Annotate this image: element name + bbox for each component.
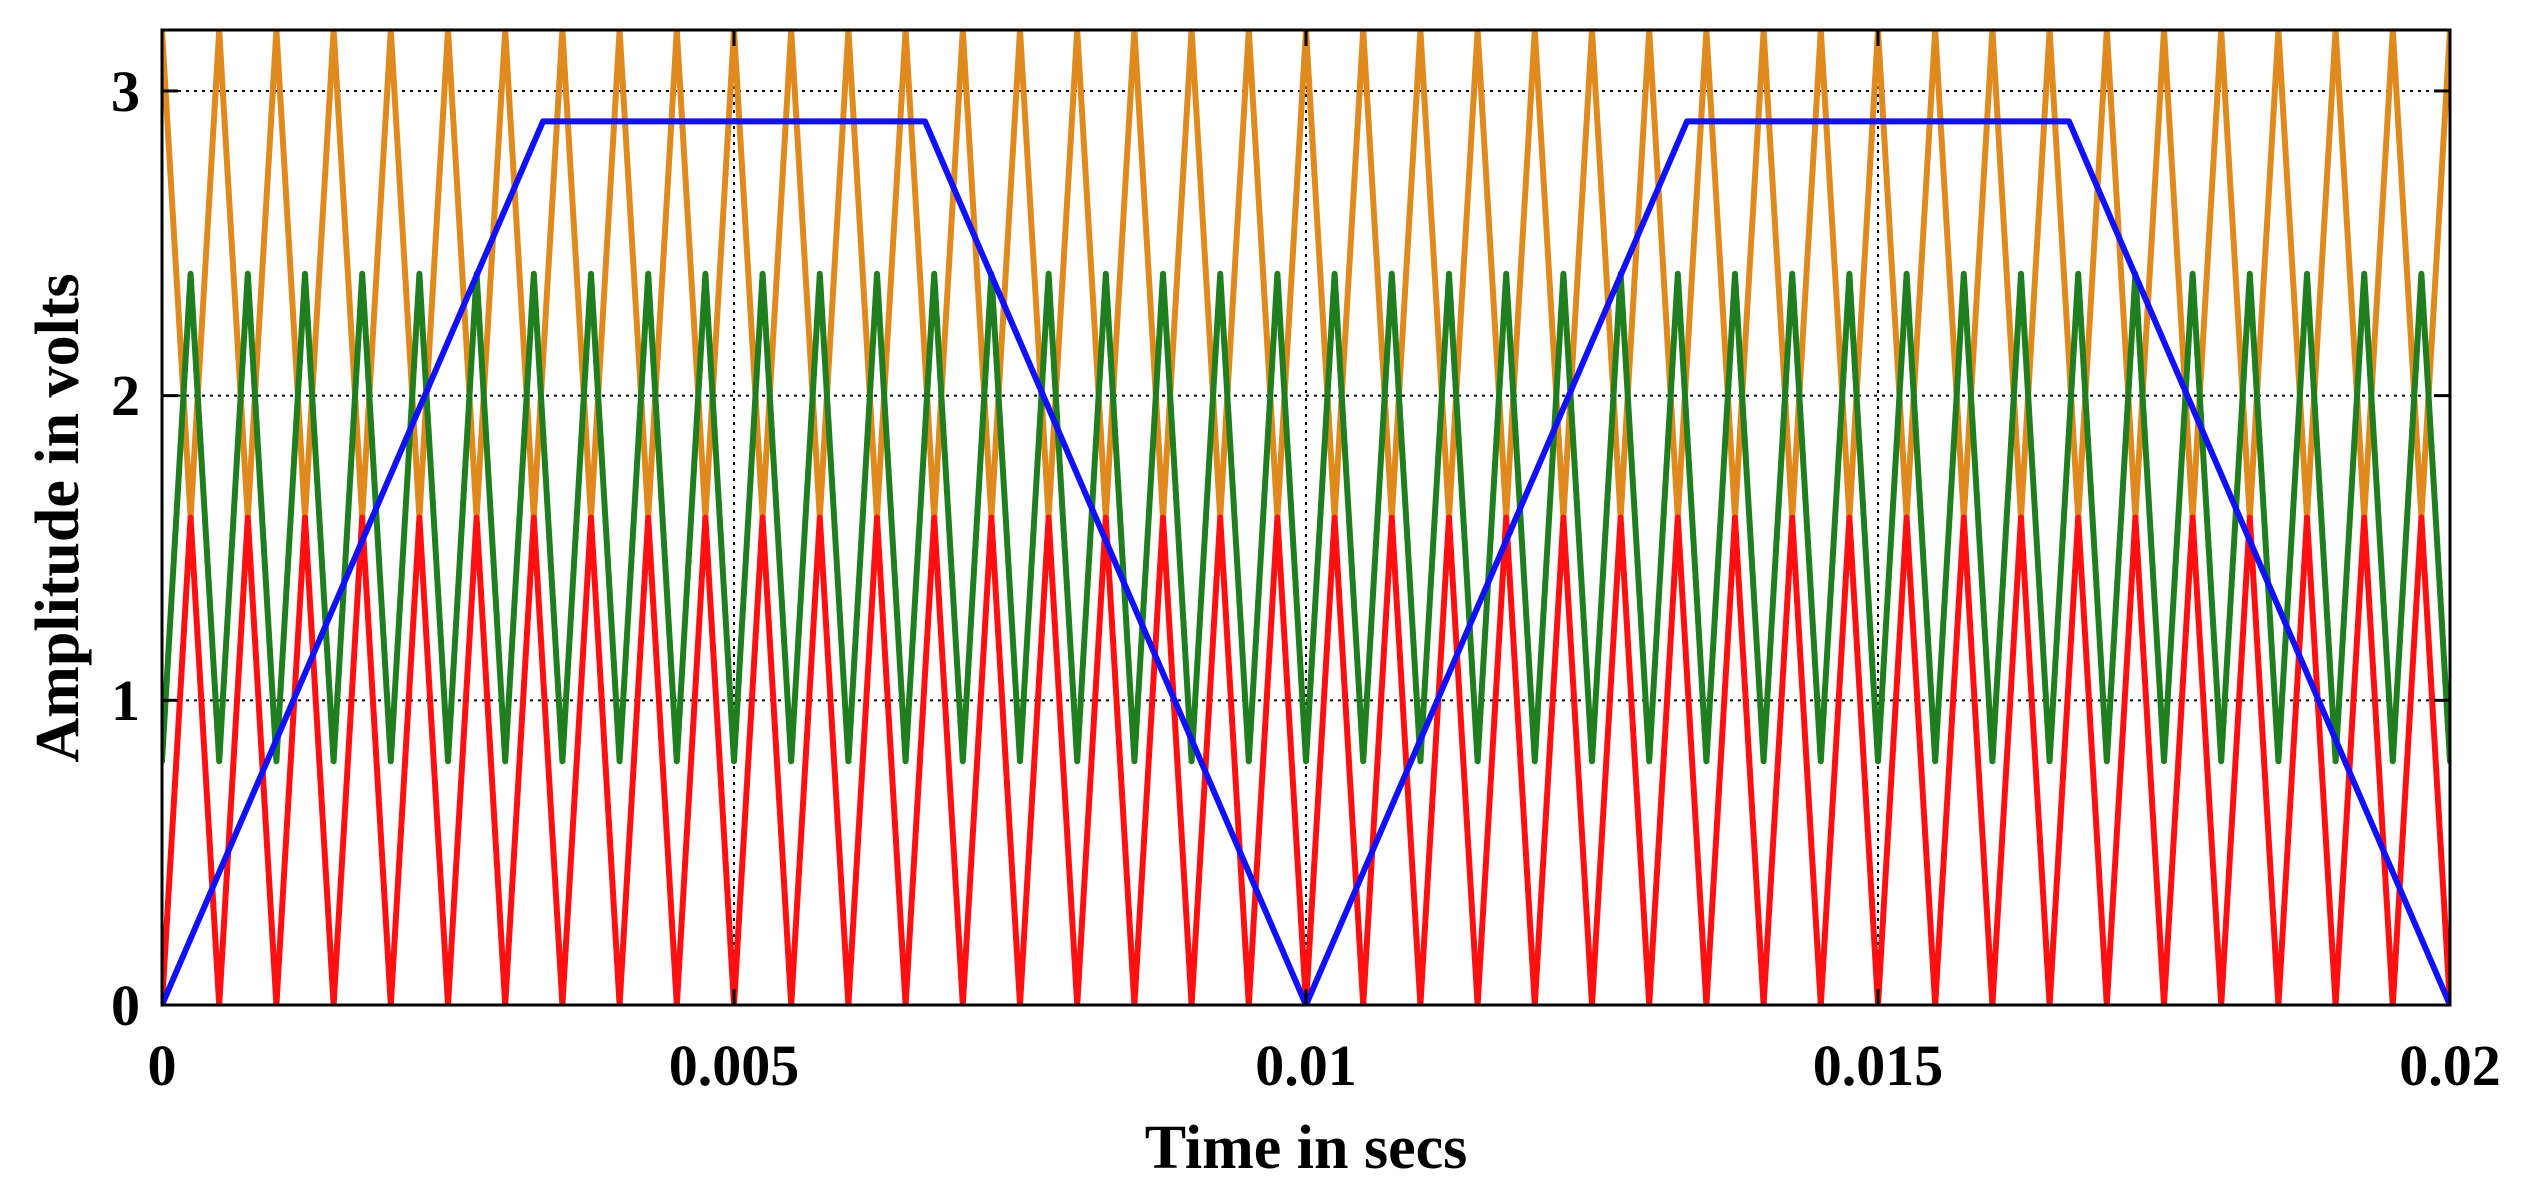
series-line-carrier-middle xyxy=(162,270,2450,765)
y-tick-label-1: 1 xyxy=(111,668,140,733)
x-axis-title: Time in secs xyxy=(1145,1114,1468,1182)
x-tick-label-4: 0.02 xyxy=(2399,1033,2501,1098)
series-lines xyxy=(162,30,2450,1005)
y-tick-label-2: 2 xyxy=(111,363,140,428)
axis-ticks xyxy=(160,30,2452,1007)
series-line-reference xyxy=(162,118,2450,1005)
series-line-carrier-lower xyxy=(162,514,2450,1005)
x-tick-label-0: 0 xyxy=(148,1033,177,1098)
grid-lines xyxy=(162,30,2450,1005)
x-tick-label-1: 0.005 xyxy=(669,1033,800,1098)
x-tick-label-3: 0.015 xyxy=(1813,1033,1944,1098)
series-line-carrier-upper xyxy=(162,30,2450,521)
y-tick-label-3: 3 xyxy=(111,59,140,124)
y-tick-label-0: 0 xyxy=(111,973,140,1038)
x-tick-label-2: 0.01 xyxy=(1255,1033,1357,1098)
y-axis-title: Amplitude in volts xyxy=(24,273,92,762)
